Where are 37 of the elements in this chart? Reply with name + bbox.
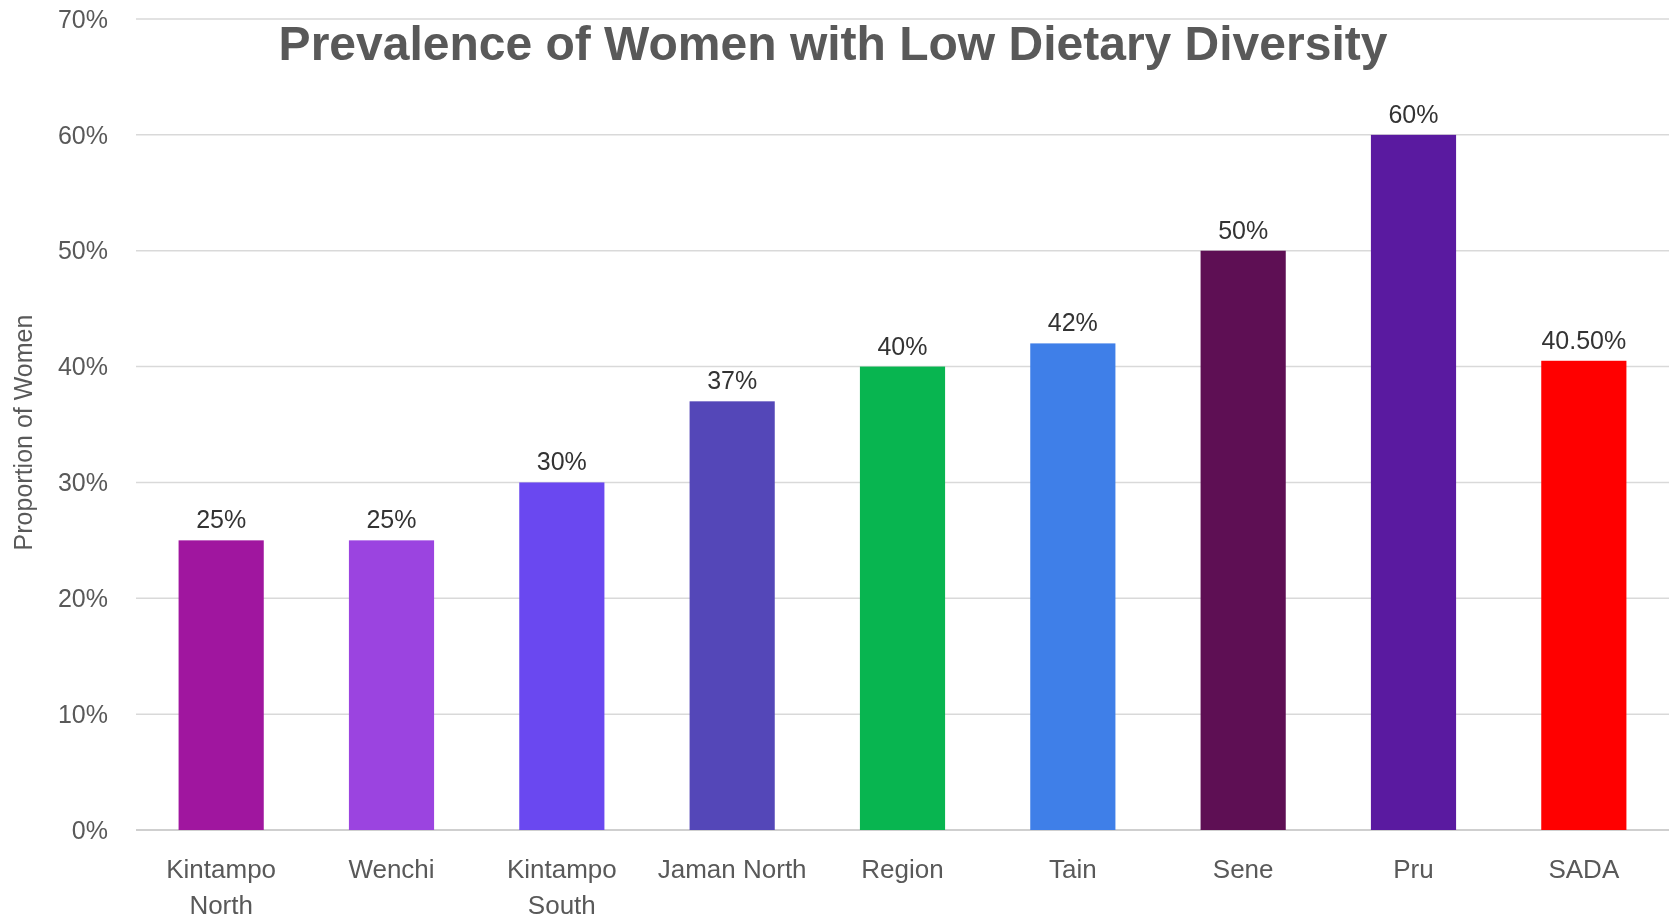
x-tick-label: Jaman North	[657, 854, 807, 884]
bar	[689, 401, 775, 830]
bar	[519, 482, 605, 830]
data-label: 37%	[707, 366, 758, 395]
data-label: 42%	[1047, 308, 1098, 337]
bar	[859, 366, 946, 830]
x-tick-label: Kintampo North	[166, 854, 277, 920]
data-label: 40.50%	[1541, 325, 1627, 354]
bar	[1200, 250, 1286, 830]
data-label: 30%	[536, 447, 587, 476]
y-tick-label: 10%	[57, 699, 108, 728]
data-label: 25%	[196, 505, 247, 534]
y-tick-label: 40%	[57, 352, 108, 381]
x-tick-label: SADA	[1548, 854, 1620, 884]
bar	[1541, 360, 1627, 830]
y-tick-label: 20%	[57, 584, 108, 613]
data-label: 60%	[1388, 99, 1439, 128]
bar	[178, 540, 264, 830]
bar	[1030, 343, 1116, 830]
x-tick-label: Wenchi	[348, 854, 435, 884]
chart-title: Prevalence of Women with Low Dietary Diversity	[278, 17, 1388, 70]
bar	[1370, 134, 1457, 830]
data-label: 25%	[366, 505, 417, 534]
x-tick-label: Tain	[1048, 854, 1097, 884]
y-tick-label: 0%	[71, 815, 108, 844]
y-tick-label: 50%	[57, 236, 108, 265]
x-tick-label: Pru	[1393, 854, 1434, 884]
data-label: 40%	[877, 331, 928, 360]
bar	[348, 540, 435, 830]
x-tick-label: Sene	[1212, 854, 1274, 884]
y-axis-title: Proportion of Women	[9, 314, 37, 551]
x-tick-label: Region	[861, 854, 944, 884]
data-label: 50%	[1218, 215, 1269, 244]
y-tick-label: 70%	[57, 4, 108, 33]
y-tick-label: 30%	[57, 468, 108, 497]
y-tick-label: 60%	[57, 120, 108, 149]
x-tick-label: Kintampo South	[506, 854, 617, 920]
